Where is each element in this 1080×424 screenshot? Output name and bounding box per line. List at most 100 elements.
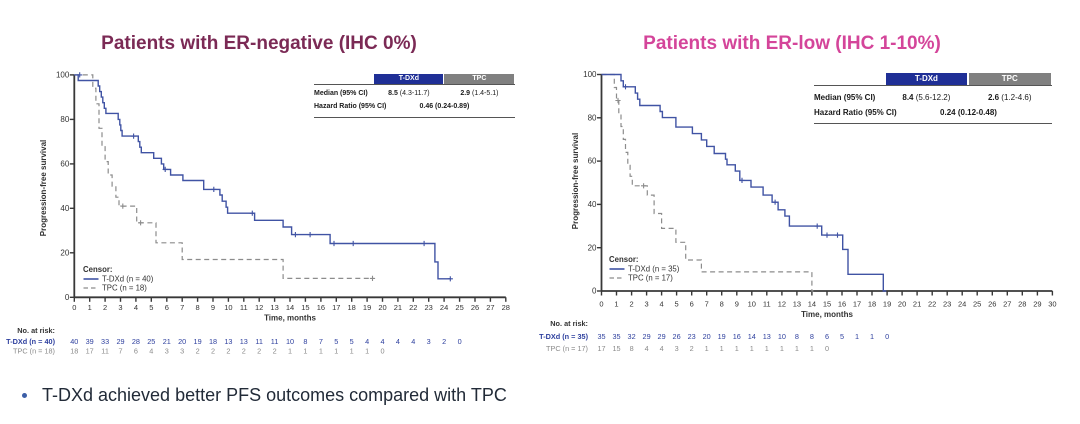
svg-text:11: 11 [101,347,109,356]
svg-text:26: 26 [988,300,996,309]
svg-text:No. at risk:: No. at risk: [17,326,55,335]
svg-text:25: 25 [973,300,981,309]
svg-text:39: 39 [86,337,94,346]
svg-text:32: 32 [628,332,636,341]
svg-text:0: 0 [599,300,603,309]
svg-text:1: 1 [870,332,874,341]
svg-text:15: 15 [823,300,831,309]
svg-text:3: 3 [427,337,431,346]
svg-text:17: 17 [853,300,861,309]
svg-text:9: 9 [735,300,739,309]
svg-text:5: 5 [334,337,338,346]
svg-text:3: 3 [180,347,184,356]
svg-text:0: 0 [458,337,462,346]
svg-text:10: 10 [778,332,786,341]
svg-text:T-DXd (n = 35): T-DXd (n = 35) [539,332,588,341]
svg-text:29: 29 [1033,300,1041,309]
svg-text:3: 3 [675,344,679,353]
svg-text:14: 14 [286,303,294,312]
svg-text:7: 7 [319,337,323,346]
svg-text:10: 10 [748,300,756,309]
svg-text:7: 7 [705,300,709,309]
svg-text:T-DXd (n = 40): T-DXd (n = 40) [102,275,154,284]
svg-text:1: 1 [750,344,754,353]
svg-text:16: 16 [317,303,325,312]
svg-text:17: 17 [332,303,340,312]
svg-text:25: 25 [147,337,155,346]
svg-text:27: 27 [486,303,494,312]
svg-text:22: 22 [409,303,417,312]
svg-text:16: 16 [733,332,741,341]
svg-text:2: 2 [226,347,230,356]
svg-text:8: 8 [303,337,307,346]
svg-text:29: 29 [643,332,651,341]
svg-text:11: 11 [271,337,279,346]
svg-text:1: 1 [855,332,859,341]
svg-text:80: 80 [588,113,597,122]
svg-text:18: 18 [868,300,876,309]
svg-text:13: 13 [270,303,278,312]
svg-text:3: 3 [645,300,649,309]
svg-text:4: 4 [396,337,400,346]
svg-text:4: 4 [380,337,384,346]
svg-text:Censor:: Censor: [609,255,638,264]
svg-text:15: 15 [301,303,309,312]
svg-text:11: 11 [240,303,248,312]
svg-text:4: 4 [365,337,369,346]
svg-text:12: 12 [778,300,786,309]
svg-text:29: 29 [658,332,666,341]
svg-text:6: 6 [825,332,829,341]
svg-text:13: 13 [224,337,232,346]
svg-text:1: 1 [319,347,323,356]
svg-text:1: 1 [810,344,814,353]
svg-text:5: 5 [149,303,153,312]
svg-text:15: 15 [612,344,620,353]
svg-text:1: 1 [780,344,784,353]
svg-text:1: 1 [614,300,618,309]
svg-text:20: 20 [703,332,711,341]
svg-text:2: 2 [690,344,694,353]
svg-text:13: 13 [793,300,801,309]
svg-text:8: 8 [630,344,634,353]
svg-text:5: 5 [350,337,354,346]
svg-text:11: 11 [763,300,771,309]
svg-text:Time, months: Time, months [801,310,853,319]
svg-text:19: 19 [883,300,891,309]
svg-text:19: 19 [363,303,371,312]
svg-text:18: 18 [209,337,217,346]
svg-text:Progression-free survival: Progression-free survival [571,133,580,229]
svg-text:40: 40 [588,200,597,209]
svg-text:0: 0 [380,347,384,356]
svg-text:26: 26 [673,332,681,341]
svg-text:18: 18 [70,347,78,356]
svg-text:14: 14 [808,300,816,309]
svg-text:7: 7 [118,347,122,356]
svg-text:2: 2 [257,347,261,356]
svg-text:6: 6 [165,303,169,312]
svg-text:TPC (n = 18): TPC (n = 18) [13,347,55,356]
svg-text:8: 8 [795,332,799,341]
svg-text:2: 2 [242,347,246,356]
svg-text:0: 0 [72,303,76,312]
svg-text:4: 4 [660,300,664,309]
svg-text:13: 13 [763,332,771,341]
svg-text:14: 14 [748,332,756,341]
svg-text:1: 1 [720,344,724,353]
svg-text:11: 11 [255,337,263,346]
svg-text:30: 30 [1048,300,1056,309]
svg-text:0: 0 [825,344,829,353]
svg-text:35: 35 [612,332,620,341]
svg-text:4: 4 [134,303,138,312]
svg-text:6: 6 [690,300,694,309]
svg-text:13: 13 [240,337,248,346]
svg-text:Progression-free survival: Progression-free survival [39,140,48,236]
svg-text:1: 1 [303,347,307,356]
svg-text:5: 5 [675,300,679,309]
svg-text:23: 23 [425,303,433,312]
svg-text:100: 100 [56,71,70,80]
svg-text:2: 2 [442,337,446,346]
svg-text:16: 16 [838,300,846,309]
svg-text:7: 7 [180,303,184,312]
svg-text:60: 60 [588,157,597,166]
svg-text:9: 9 [211,303,215,312]
